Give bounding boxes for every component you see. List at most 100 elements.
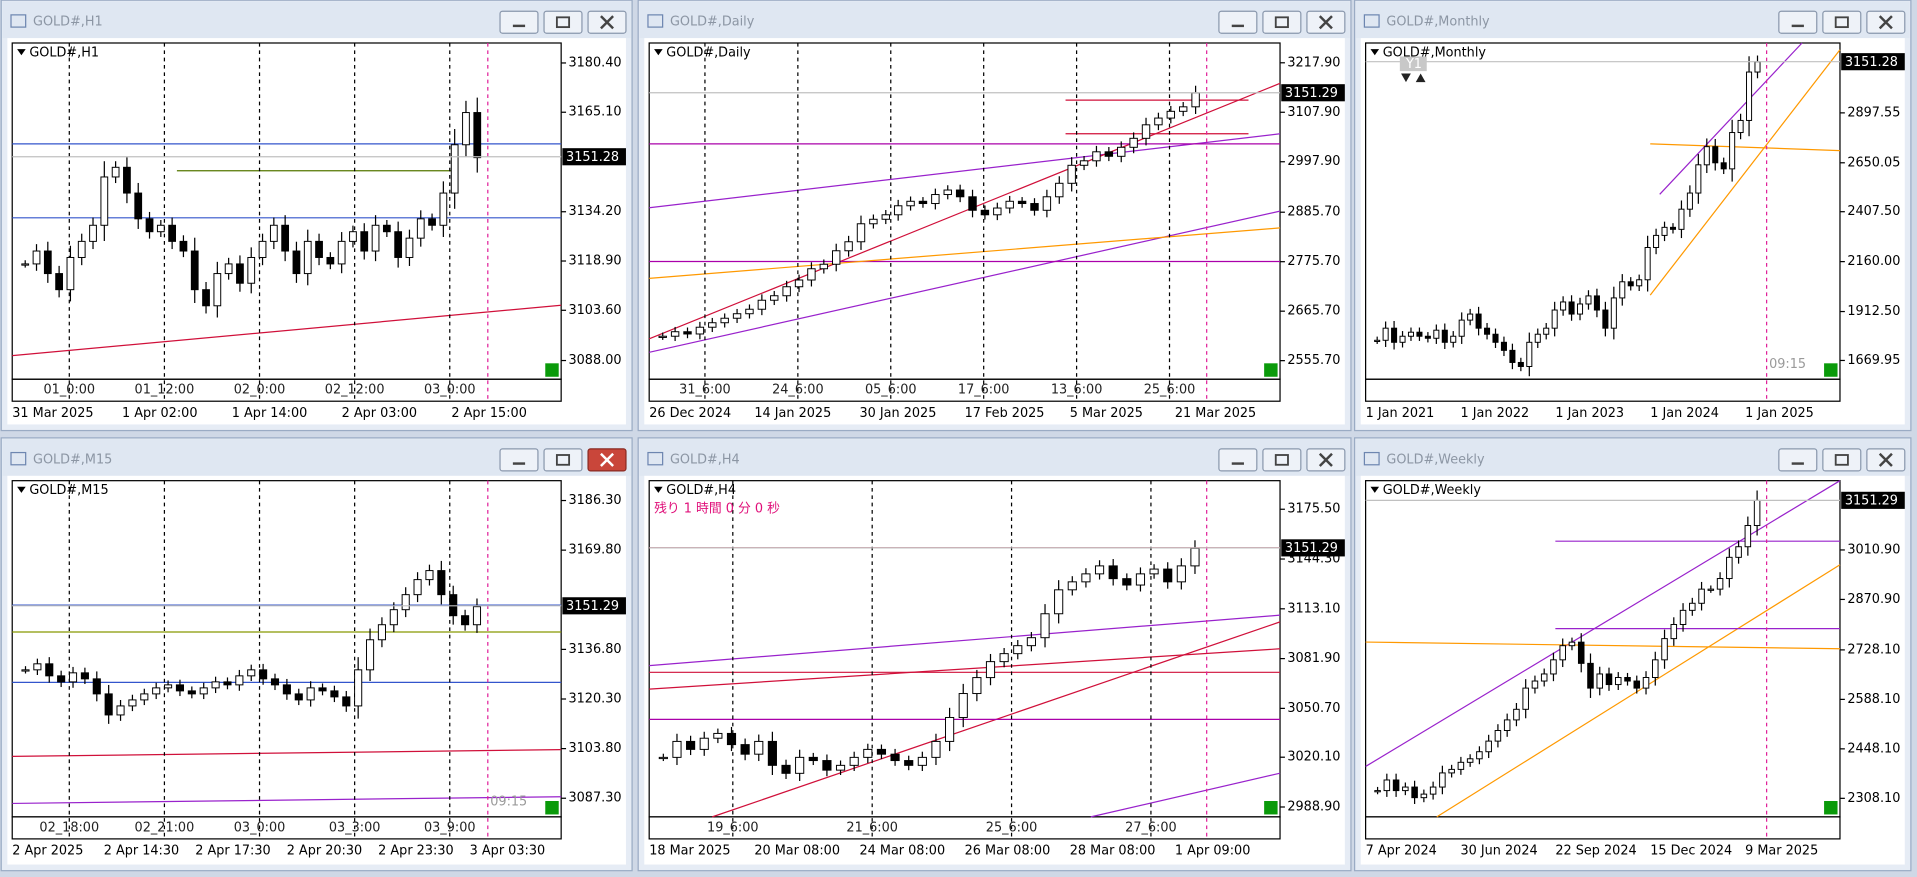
maximize-glyph	[1834, 454, 1849, 466]
y-tick-label: 2555.70	[1287, 353, 1340, 368]
candle-body	[1429, 786, 1437, 795]
trend-line	[12, 304, 562, 357]
candle-body	[104, 693, 113, 716]
candle-body	[236, 263, 244, 284]
candle-body	[726, 732, 737, 746]
trade-button[interactable]	[1264, 800, 1278, 815]
candle-body	[856, 223, 866, 243]
candle-body	[1054, 589, 1064, 615]
candle-body	[116, 705, 125, 716]
price-label: 3151.28	[1845, 55, 1898, 70]
period-button[interactable]	[1399, 56, 1427, 72]
candle-body	[1517, 361, 1524, 367]
maximize-button[interactable]	[1822, 10, 1862, 34]
candle-body	[943, 189, 952, 196]
price-label-box	[562, 597, 626, 615]
y-tick-label: 2728.10	[1847, 642, 1900, 657]
minimize-button[interactable]	[1778, 448, 1818, 472]
trade-button[interactable]	[1824, 363, 1838, 377]
trade-button[interactable]	[1824, 800, 1838, 815]
candle-body	[1627, 281, 1634, 287]
trade-button[interactable]	[545, 363, 559, 377]
time-label: 1 Apr 14:00	[232, 406, 307, 421]
maximize-button[interactable]	[1822, 448, 1862, 472]
candle-body	[128, 699, 137, 707]
minimize-button[interactable]	[1218, 10, 1258, 34]
maximize-button[interactable]	[543, 10, 583, 34]
trade-button[interactable]	[545, 800, 559, 815]
minimize-button[interactable]	[1218, 448, 1258, 472]
maximize-button[interactable]	[543, 448, 583, 472]
trade-button[interactable]	[1264, 363, 1278, 377]
candle-body	[1661, 638, 1668, 661]
maximize-button[interactable]	[1262, 448, 1302, 472]
candle-body	[708, 322, 717, 328]
candle-body	[428, 218, 436, 226]
time-label: 5 Mar 2025	[1070, 406, 1143, 421]
candle-body	[1424, 335, 1431, 339]
minimize-button[interactable]	[1778, 10, 1818, 34]
time-label: 2 Apr 2025	[12, 844, 83, 859]
candle-body	[1458, 319, 1465, 337]
candle-body	[152, 687, 161, 695]
maximize-button[interactable]	[1262, 10, 1302, 34]
candle-body	[1013, 645, 1023, 655]
candle-body	[462, 112, 470, 146]
candle-body	[281, 224, 290, 252]
candle-body	[1735, 546, 1742, 558]
chart-area	[1360, 38, 1905, 425]
clock: 09:15	[490, 795, 527, 810]
time-label: 2 Apr 17:30	[195, 844, 270, 859]
minimize-button[interactable]	[499, 448, 539, 472]
candle-body	[1513, 708, 1520, 721]
time-label: 15 Dec 2024	[1650, 844, 1732, 859]
indicator-strip	[648, 378, 1281, 402]
candle-body	[123, 166, 131, 194]
close-glyph	[600, 15, 614, 30]
candle-body	[1729, 132, 1736, 170]
candle-body	[1642, 677, 1650, 689]
candle-body	[89, 224, 97, 242]
candle-body	[1522, 687, 1529, 710]
candle-body	[683, 331, 692, 335]
minimize-button[interactable]	[499, 10, 539, 34]
candle-body	[890, 753, 900, 762]
trend-line	[12, 749, 562, 757]
y-tick-label: 3088.00	[568, 353, 621, 368]
chart-label: GOLD#,M15	[29, 483, 108, 498]
candle-body	[235, 675, 244, 686]
chart-area	[7, 475, 626, 865]
candle-body	[1593, 295, 1600, 311]
chart-label: GOLD#,H1	[29, 45, 99, 60]
candle-body	[1441, 329, 1448, 343]
close-glyph	[1318, 15, 1333, 30]
candle-body	[1531, 680, 1539, 689]
trend-line	[1659, 42, 1803, 195]
candle-body	[782, 286, 791, 297]
candle-body	[1636, 279, 1643, 287]
indicator-strip	[11, 816, 562, 840]
candle-body	[382, 224, 391, 233]
candle-body	[1450, 335, 1457, 343]
y-tick-label: 2308.10	[1847, 791, 1900, 806]
label-triangle	[654, 486, 663, 493]
candle-body	[294, 693, 303, 701]
y-tick-label: 2160.00	[1847, 254, 1900, 269]
candle-body	[55, 273, 63, 291]
candle-body	[1067, 164, 1076, 184]
y-tick-label: 3010.90	[1847, 542, 1900, 557]
time-label: 1 Jan 2021	[1366, 406, 1435, 421]
candle-body	[190, 250, 199, 291]
candle-body	[156, 224, 165, 233]
candle-body	[968, 196, 977, 211]
candle-body	[1534, 333, 1541, 343]
trend-line	[649, 210, 1281, 353]
trend-line	[12, 796, 562, 805]
candle-body	[1686, 192, 1693, 210]
candle-body	[413, 579, 422, 596]
time-label: 20 Mar 08:00	[754, 844, 840, 859]
candle-body	[134, 192, 143, 220]
candle-body	[670, 331, 680, 337]
maximize-glyph	[1274, 454, 1289, 466]
time-label: 1 Jan 2024	[1650, 406, 1719, 421]
